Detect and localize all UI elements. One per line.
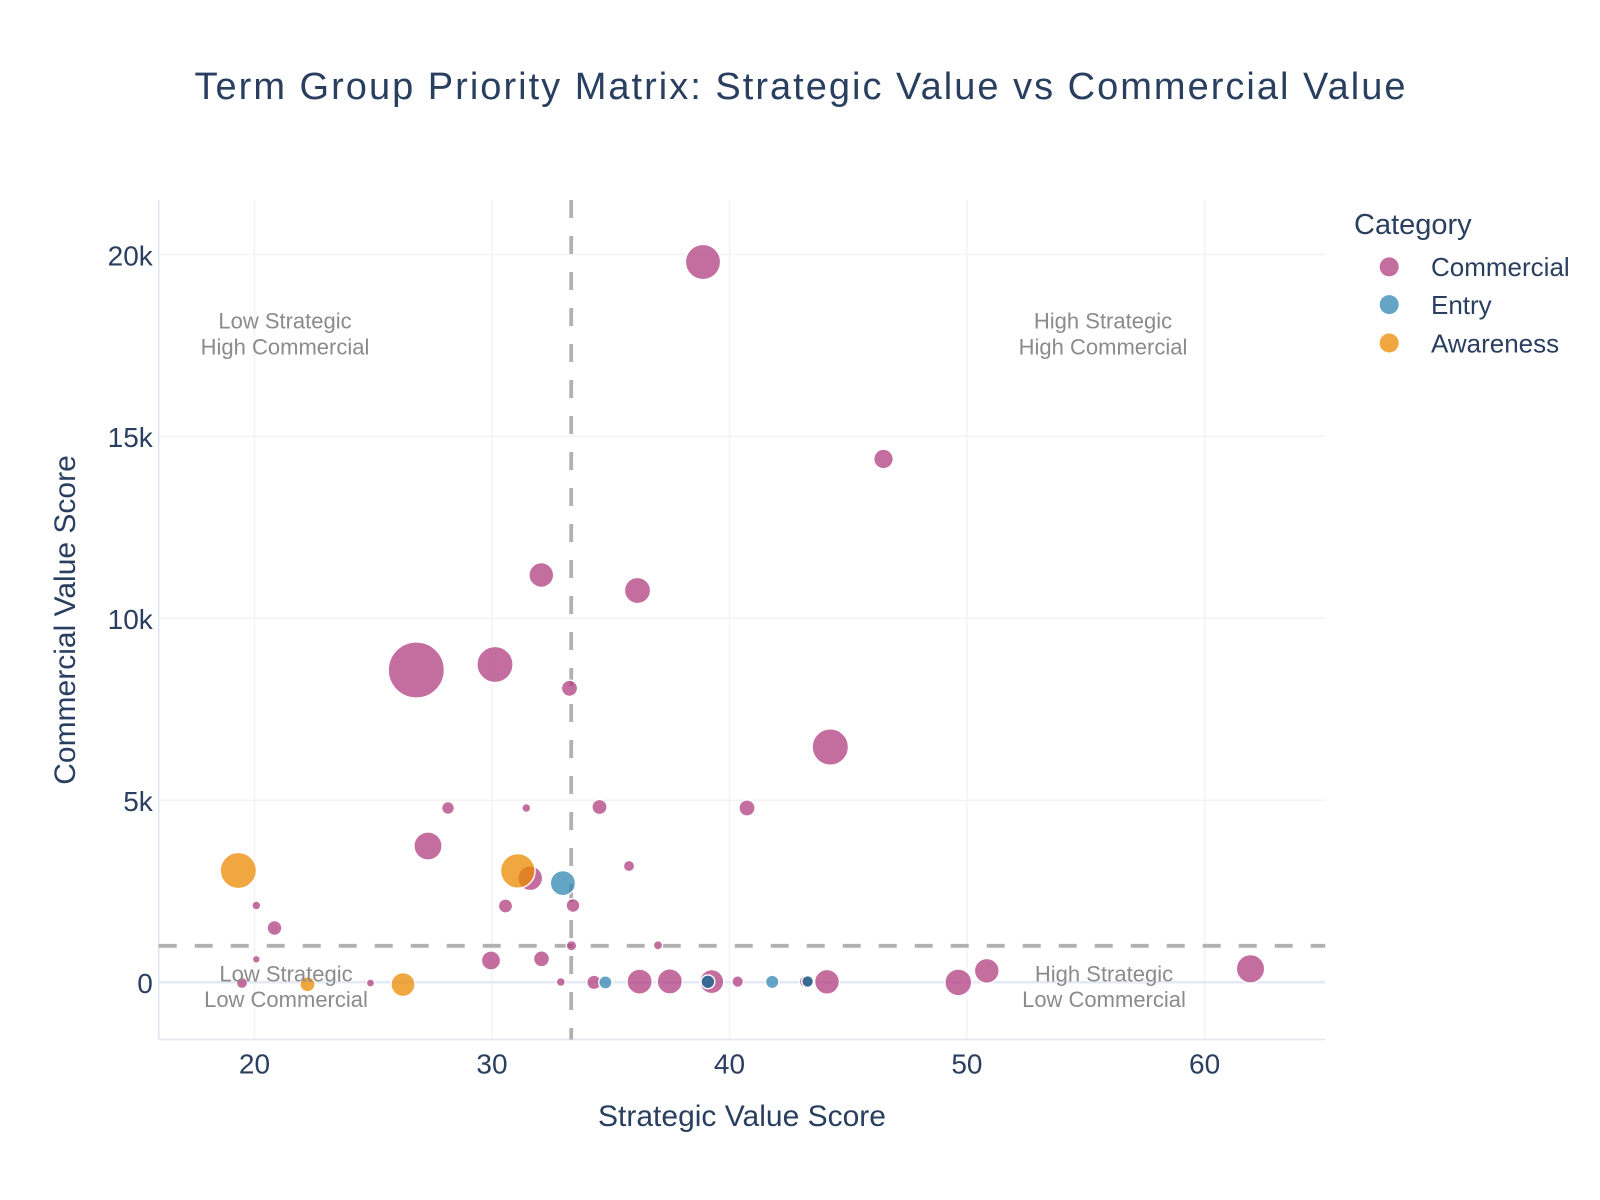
svg-text:50: 50 xyxy=(951,1049,982,1080)
svg-text:5k: 5k xyxy=(123,786,154,817)
svg-text:15k: 15k xyxy=(108,422,154,453)
svg-text:Commercial Value Score: Commercial Value Score xyxy=(49,455,82,785)
svg-text:Low Commercial: Low Commercial xyxy=(204,987,368,1012)
svg-text:High Strategic: High Strategic xyxy=(1035,961,1173,986)
svg-text:Entry: Entry xyxy=(1431,290,1492,320)
svg-text:40: 40 xyxy=(714,1049,745,1080)
svg-text:Category: Category xyxy=(1354,209,1472,241)
svg-text:20k: 20k xyxy=(108,240,154,271)
svg-text:Low Strategic: Low Strategic xyxy=(218,309,351,334)
svg-text:High Strategic: High Strategic xyxy=(1034,309,1172,334)
svg-text:High Commercial: High Commercial xyxy=(201,335,370,360)
svg-text:Term Group Priority Matrix: St: Term Group Priority Matrix: Strategic Va… xyxy=(195,66,1406,108)
svg-text:Low Strategic: Low Strategic xyxy=(219,961,352,986)
svg-text:High Commercial: High Commercial xyxy=(1019,335,1188,360)
svg-text:Commercial: Commercial xyxy=(1431,252,1570,282)
svg-text:10k: 10k xyxy=(108,604,154,635)
svg-text:20: 20 xyxy=(239,1049,270,1080)
svg-text:Strategic Value Score: Strategic Value Score xyxy=(598,1100,886,1133)
svg-text:60: 60 xyxy=(1189,1049,1220,1080)
svg-text:Low Commercial: Low Commercial xyxy=(1022,987,1186,1012)
svg-text:30: 30 xyxy=(476,1049,507,1080)
svg-text:Awareness: Awareness xyxy=(1431,328,1559,358)
svg-text:0: 0 xyxy=(137,968,153,999)
